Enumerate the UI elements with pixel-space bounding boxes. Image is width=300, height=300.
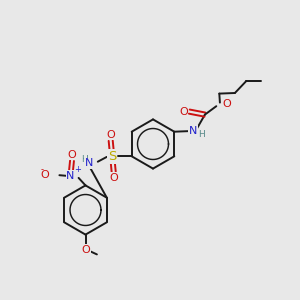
Text: -: - (41, 165, 44, 174)
Text: O: O (222, 99, 231, 110)
Text: N: N (85, 158, 93, 169)
Text: N: N (189, 126, 197, 136)
Text: H: H (81, 155, 88, 164)
Text: O: O (81, 244, 90, 255)
Text: N: N (66, 171, 75, 181)
Text: O: O (179, 106, 188, 117)
Text: O: O (68, 150, 76, 160)
Text: O: O (106, 130, 115, 140)
Text: +: + (74, 165, 80, 174)
Text: H: H (199, 130, 205, 139)
Text: O: O (109, 173, 118, 183)
Text: S: S (108, 150, 116, 163)
Text: O: O (40, 170, 49, 180)
